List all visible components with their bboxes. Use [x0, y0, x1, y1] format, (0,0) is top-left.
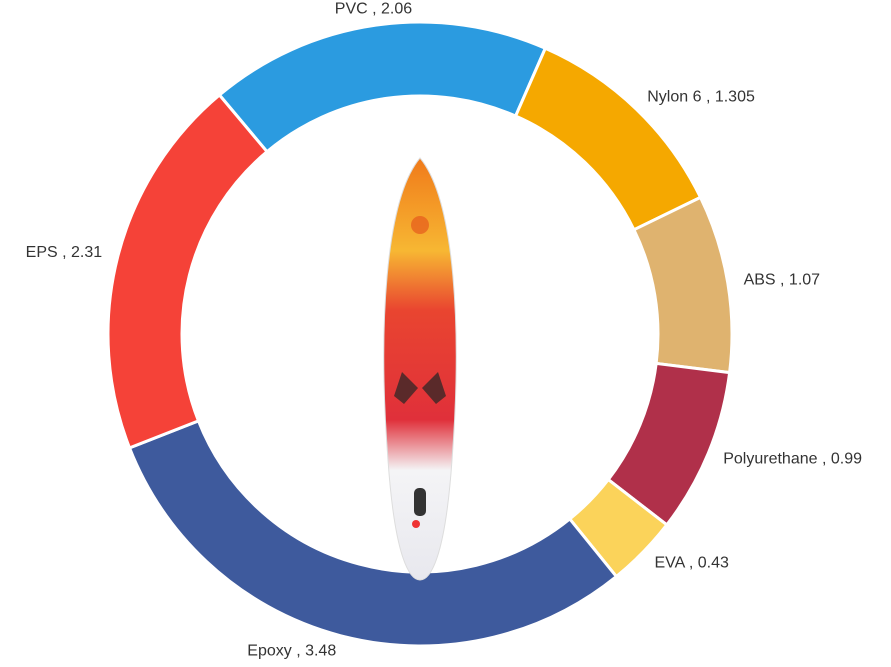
donut-slice: [513, 46, 703, 232]
slice-label: Polyurethane , 0.99: [723, 450, 862, 467]
slice-label: Nylon 6 , 1.305: [647, 89, 755, 106]
donut-slice: [631, 195, 734, 375]
board-image: [383, 157, 457, 581]
donut-slice: [217, 20, 548, 154]
slice-label: ABS , 1.07: [744, 271, 821, 288]
slice-label: Epoxy , 3.48: [247, 642, 336, 659]
slice-label: PVC , 2.06: [335, 1, 412, 18]
donut-slice: [127, 418, 619, 648]
slice-label: EPS , 2.31: [26, 244, 103, 261]
donut-slice: [106, 92, 270, 450]
slice-label: EVA , 0.43: [655, 555, 730, 572]
